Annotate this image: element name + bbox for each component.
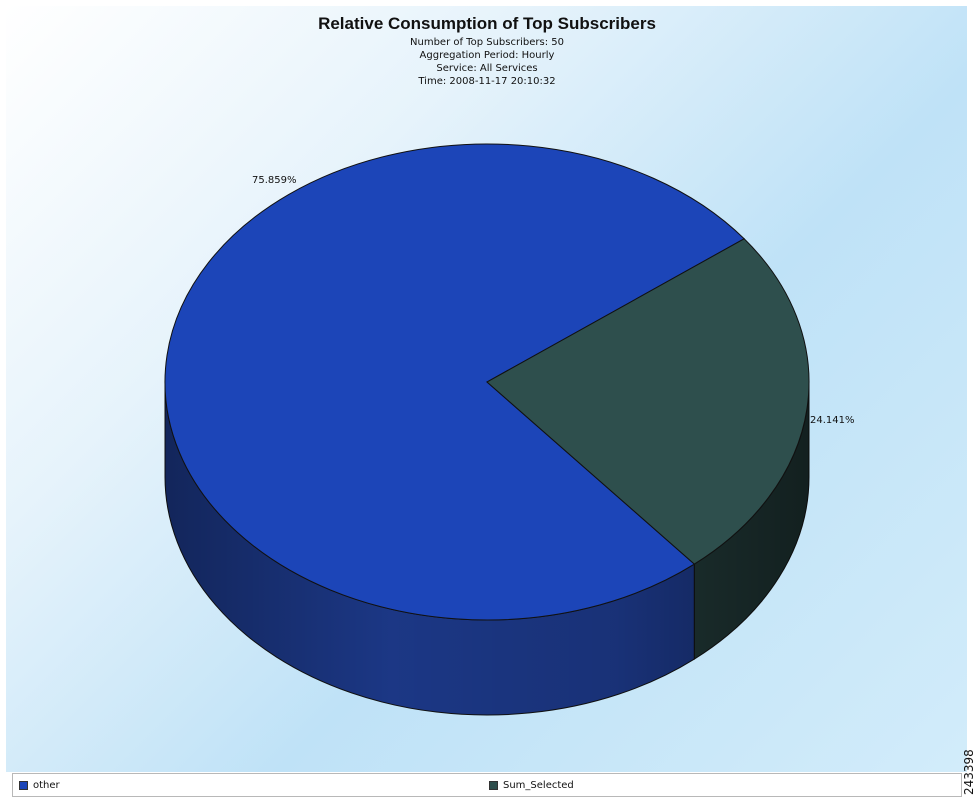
legend-item-sum-selected: Sum_Selected bbox=[489, 780, 574, 791]
subtitle-line: Number of Top Subscribers: 50 bbox=[410, 37, 564, 48]
chart-panel: Relative Consumption of Top Subscribers … bbox=[6, 6, 967, 772]
subtitle-line: Time: 2008-11-17 20:10:32 bbox=[417, 76, 555, 87]
legend-label-sum-selected: Sum_Selected bbox=[503, 780, 574, 791]
slice-sum-selected bbox=[486, 238, 810, 565]
subtitle-line: Aggregation Period: Hourly bbox=[420, 50, 555, 61]
legend-item-other: other bbox=[19, 780, 60, 791]
pie-group bbox=[164, 143, 810, 716]
subtitle-line: Service: All Services bbox=[436, 63, 537, 74]
legend-swatch-other bbox=[19, 781, 28, 790]
slice-label-sum-selected: 24.141% bbox=[810, 415, 855, 426]
legend-swatch-sum-selected bbox=[489, 781, 498, 790]
slice-other bbox=[164, 143, 745, 621]
pie-chart: Relative Consumption of Top Subscribers … bbox=[164, 14, 855, 716]
chart-title: Relative Consumption of Top Subscribers bbox=[318, 14, 656, 33]
legend-label-other: other bbox=[33, 780, 60, 791]
figure-id: 243398 bbox=[962, 749, 976, 795]
slice-label-other: 75.859% bbox=[252, 175, 297, 186]
legend: other Sum_Selected bbox=[12, 773, 962, 797]
